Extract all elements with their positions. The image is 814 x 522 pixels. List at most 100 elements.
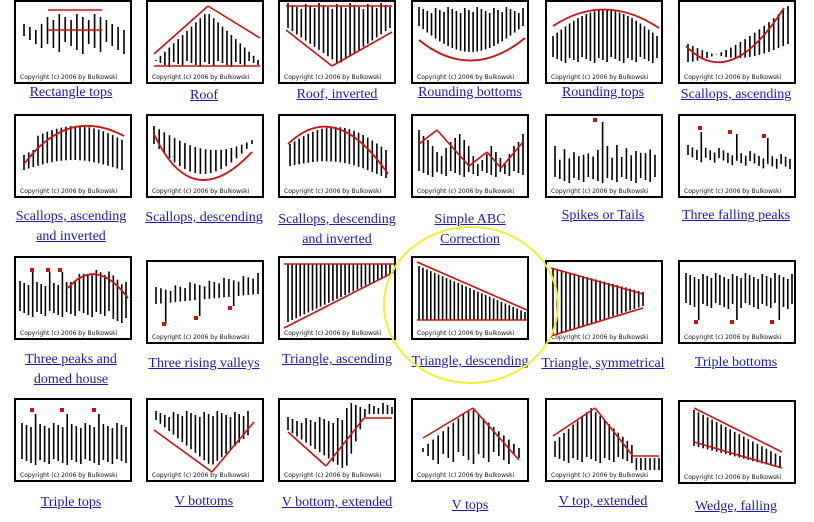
pattern-thumbnail-three-falling-peaks[interactable]: Copyright (c) 2006 by Bulkowski [678,114,796,198]
marker-dot [30,408,34,412]
pattern-link-label[interactable]: Three falling peaks [681,208,791,223]
pattern-chart-scallops-ascending-inverted: Copyright (c) 2006 by Bulkowski [20,124,125,195]
trend-line [325,417,365,467]
pattern-thumbnail-roof[interactable]: Copyright (c) 2006 by Bulkowski [146,0,264,84]
copyright-text: Copyright (c) 2006 by Bulkowski [284,74,382,81]
trend-line [552,407,596,437]
marker-dot [694,320,698,324]
pattern-link-simple-abc-correction[interactable]: Simple ABC Correction [404,210,536,250]
pattern-link-rounding-tops[interactable]: Rounding tops [537,83,669,103]
trend-line [331,31,393,67]
pattern-link-label[interactable]: and inverted [302,232,372,247]
pattern-link-spikes-or-tails[interactable]: Spikes or Tails [537,206,669,226]
pattern-chart-rectangle-tops: Copyright (c) 2006 by Bulkowski [20,9,125,81]
pattern-link-three-rising-valleys[interactable]: Three rising valleys [138,354,270,374]
pattern-link-label[interactable]: Scallops, ascending [680,87,792,102]
pattern-thumbnail-triple-bottoms[interactable]: Copyright (c) 2006 by Bulkowski [678,260,796,344]
pattern-link-label[interactable]: Triangle, symmetrical [541,356,665,371]
pattern-link-label[interactable]: Rounding tops [561,85,645,100]
pattern-thumbnail-rounding-tops[interactable]: Copyright (c) 2006 by Bulkowski [545,0,663,84]
pattern-link-rectangle-tops[interactable]: Rectangle tops [5,83,137,103]
pattern-thumbnail-v-bottoms[interactable]: Copyright (c) 2006 by Bulkowski [146,398,264,482]
pattern-link-three-peaks-domed-house[interactable]: Three peaks and domed house [5,350,137,390]
trend-curve [418,37,526,62]
pattern-thumbnail-rectangle-tops[interactable]: Copyright (c) 2006 by Bulkowski [14,0,132,84]
pattern-link-v-top-extended[interactable]: V top, extended [537,492,669,512]
pattern-link-label[interactable]: Rounding bottoms [418,85,522,100]
pattern-link-v-tops[interactable]: V tops [404,496,536,516]
marker-dot [228,306,232,310]
pattern-link-label[interactable]: Three rising valleys [148,356,260,371]
pattern-thumbnail-triangle-descending[interactable]: Copyright (c) 2006 by Bulkowski [411,256,529,340]
pattern-thumbnail-triple-tops[interactable]: Copyright (c) 2006 by Bulkowski [14,398,132,482]
pattern-thumbnail-rounding-bottoms[interactable]: Copyright (c) 2006 by Bulkowski [411,0,529,84]
pattern-thumbnail-spikes-or-tails[interactable]: Copyright (c) 2006 by Bulkowski [545,114,663,198]
pattern-thumbnail-triangle-ascending[interactable]: Copyright (c) 2006 by Bulkowski [278,256,396,340]
pattern-link-label[interactable]: Triangle, descending [411,354,529,369]
pattern-chart-simple-abc-correction: Copyright (c) 2006 by Bulkowski [417,129,524,195]
pattern-link-label[interactable]: and inverted [36,229,106,244]
pattern-link-label[interactable]: Simple ABC [434,212,506,227]
pattern-thumbnail-three-rising-valleys[interactable]: Copyright (c) 2006 by Bulkowski [146,260,264,344]
pattern-link-scallops-ascending[interactable]: Scallops, ascending [670,85,802,105]
pattern-link-label[interactable]: Scallops, ascending [15,209,127,224]
pattern-chart-triangle-ascending: Copyright (c) 2006 by Bulkowski [283,263,394,337]
pattern-link-label[interactable]: Wedge, falling [694,499,778,514]
pattern-link-triangle-descending[interactable]: Triangle, descending [404,352,536,372]
trend-curve [23,124,125,165]
pattern-thumbnail-v-bottom-extended[interactable]: Copyright (c) 2006 by Bulkowski [278,398,396,482]
pattern-link-label[interactable]: Triple tops [40,495,102,510]
pattern-link-label[interactable]: V top, extended [558,494,648,509]
pattern-link-label[interactable]: Spikes or Tails [561,208,645,223]
pattern-thumbnail-simple-abc-correction[interactable]: Copyright (c) 2006 by Bulkowski [411,114,529,198]
pattern-link-rounding-bottoms[interactable]: Rounding bottoms [404,83,536,103]
pattern-chart-three-peaks-domed-house: Copyright (c) 2006 by Bulkowski [19,268,129,337]
pattern-thumbnail-wedge-falling[interactable]: Copyright (c) 2006 by Bulkowski [678,400,796,484]
pattern-link-label[interactable]: V bottom, extended [281,495,393,510]
pattern-thumbnail-scallops-descending[interactable]: Copyright (c) 2006 by Bulkowski [146,114,264,198]
pattern-link-triple-tops[interactable]: Triple tops [5,493,137,513]
pattern-link-label[interactable]: Scallops, descending [145,210,263,225]
pattern-link-label[interactable]: Correction [440,232,500,247]
marker-dot [194,316,198,320]
pattern-chart-v-bottoms: Copyright (c) 2006 by Bulkowski [152,411,255,479]
marker-dot [762,134,766,138]
pattern-link-label[interactable]: Rectangle tops [29,85,113,100]
pattern-link-label[interactable]: Roof, inverted [296,87,378,102]
pattern-link-roof[interactable]: Roof [138,86,270,106]
pattern-link-label[interactable]: domed house [33,372,109,387]
pattern-link-triangle-ascending[interactable]: Triangle, ascending [271,350,403,370]
trend-line [550,267,644,295]
pattern-link-label[interactable]: Triple bottoms [694,355,778,370]
trend-line [416,261,527,311]
pattern-thumbnail-scallops-descending-inverted[interactable]: Copyright (c) 2006 by Bulkowski [278,114,396,198]
pattern-link-label[interactable]: V tops [451,498,489,513]
pattern-link-v-bottoms[interactable]: V bottoms [138,492,270,512]
pattern-link-wedge-falling[interactable]: Wedge, falling [670,497,802,517]
pattern-link-scallops-ascending-inverted[interactable]: Scallops, ascending and inverted [5,207,137,247]
pattern-link-three-falling-peaks[interactable]: Three falling peaks [670,206,802,226]
pattern-thumbnail-scallops-ascending[interactable]: Copyright (c) 2006 by Bulkowski [678,0,796,84]
pattern-thumbnail-v-tops[interactable]: Copyright (c) 2006 by Bulkowski [411,398,529,482]
pattern-thumbnail-scallops-ascending-inverted[interactable]: Copyright (c) 2006 by Bulkowski [14,114,132,198]
pattern-link-triangle-symmetrical[interactable]: Triangle, symmetrical [537,354,669,374]
pattern-link-v-bottom-extended[interactable]: V bottom, extended [271,493,403,513]
pattern-link-scallops-descending[interactable]: Scallops, descending [138,208,270,228]
trend-curve [685,7,785,64]
pattern-thumbnail-three-peaks-domed-house[interactable]: Copyright (c) 2006 by Bulkowski [14,256,132,340]
marker-dot [698,126,702,130]
pattern-link-scallops-descending-inverted[interactable]: Scallops, descending and inverted [271,210,403,250]
pattern-link-label[interactable]: Scallops, descending [278,212,396,227]
pattern-link-roof-inverted[interactable]: Roof, inverted [271,85,403,105]
pattern-link-label[interactable]: Roof [190,88,218,103]
trend-curve [153,133,253,181]
pattern-link-label[interactable]: V bottoms [174,494,234,509]
pattern-thumbnail-v-top-extended[interactable]: Copyright (c) 2006 by Bulkowski [545,398,663,482]
pattern-chart-v-bottom-extended: Copyright (c) 2006 by Bulkowski [284,403,393,479]
pattern-link-label[interactable]: Three peaks and [25,352,117,367]
pattern-chart-v-tops: Copyright (c) 2006 by Bulkowski [417,407,520,479]
pattern-link-label[interactable]: Triangle, ascending [282,352,392,367]
pattern-link-triple-bottoms[interactable]: Triple bottoms [670,353,802,373]
pattern-thumbnail-triangle-symmetrical[interactable]: Copyright (c) 2006 by Bulkowski [545,260,663,344]
pattern-thumbnail-roof-inverted[interactable]: Copyright (c) 2006 by Bulkowski [278,0,396,84]
